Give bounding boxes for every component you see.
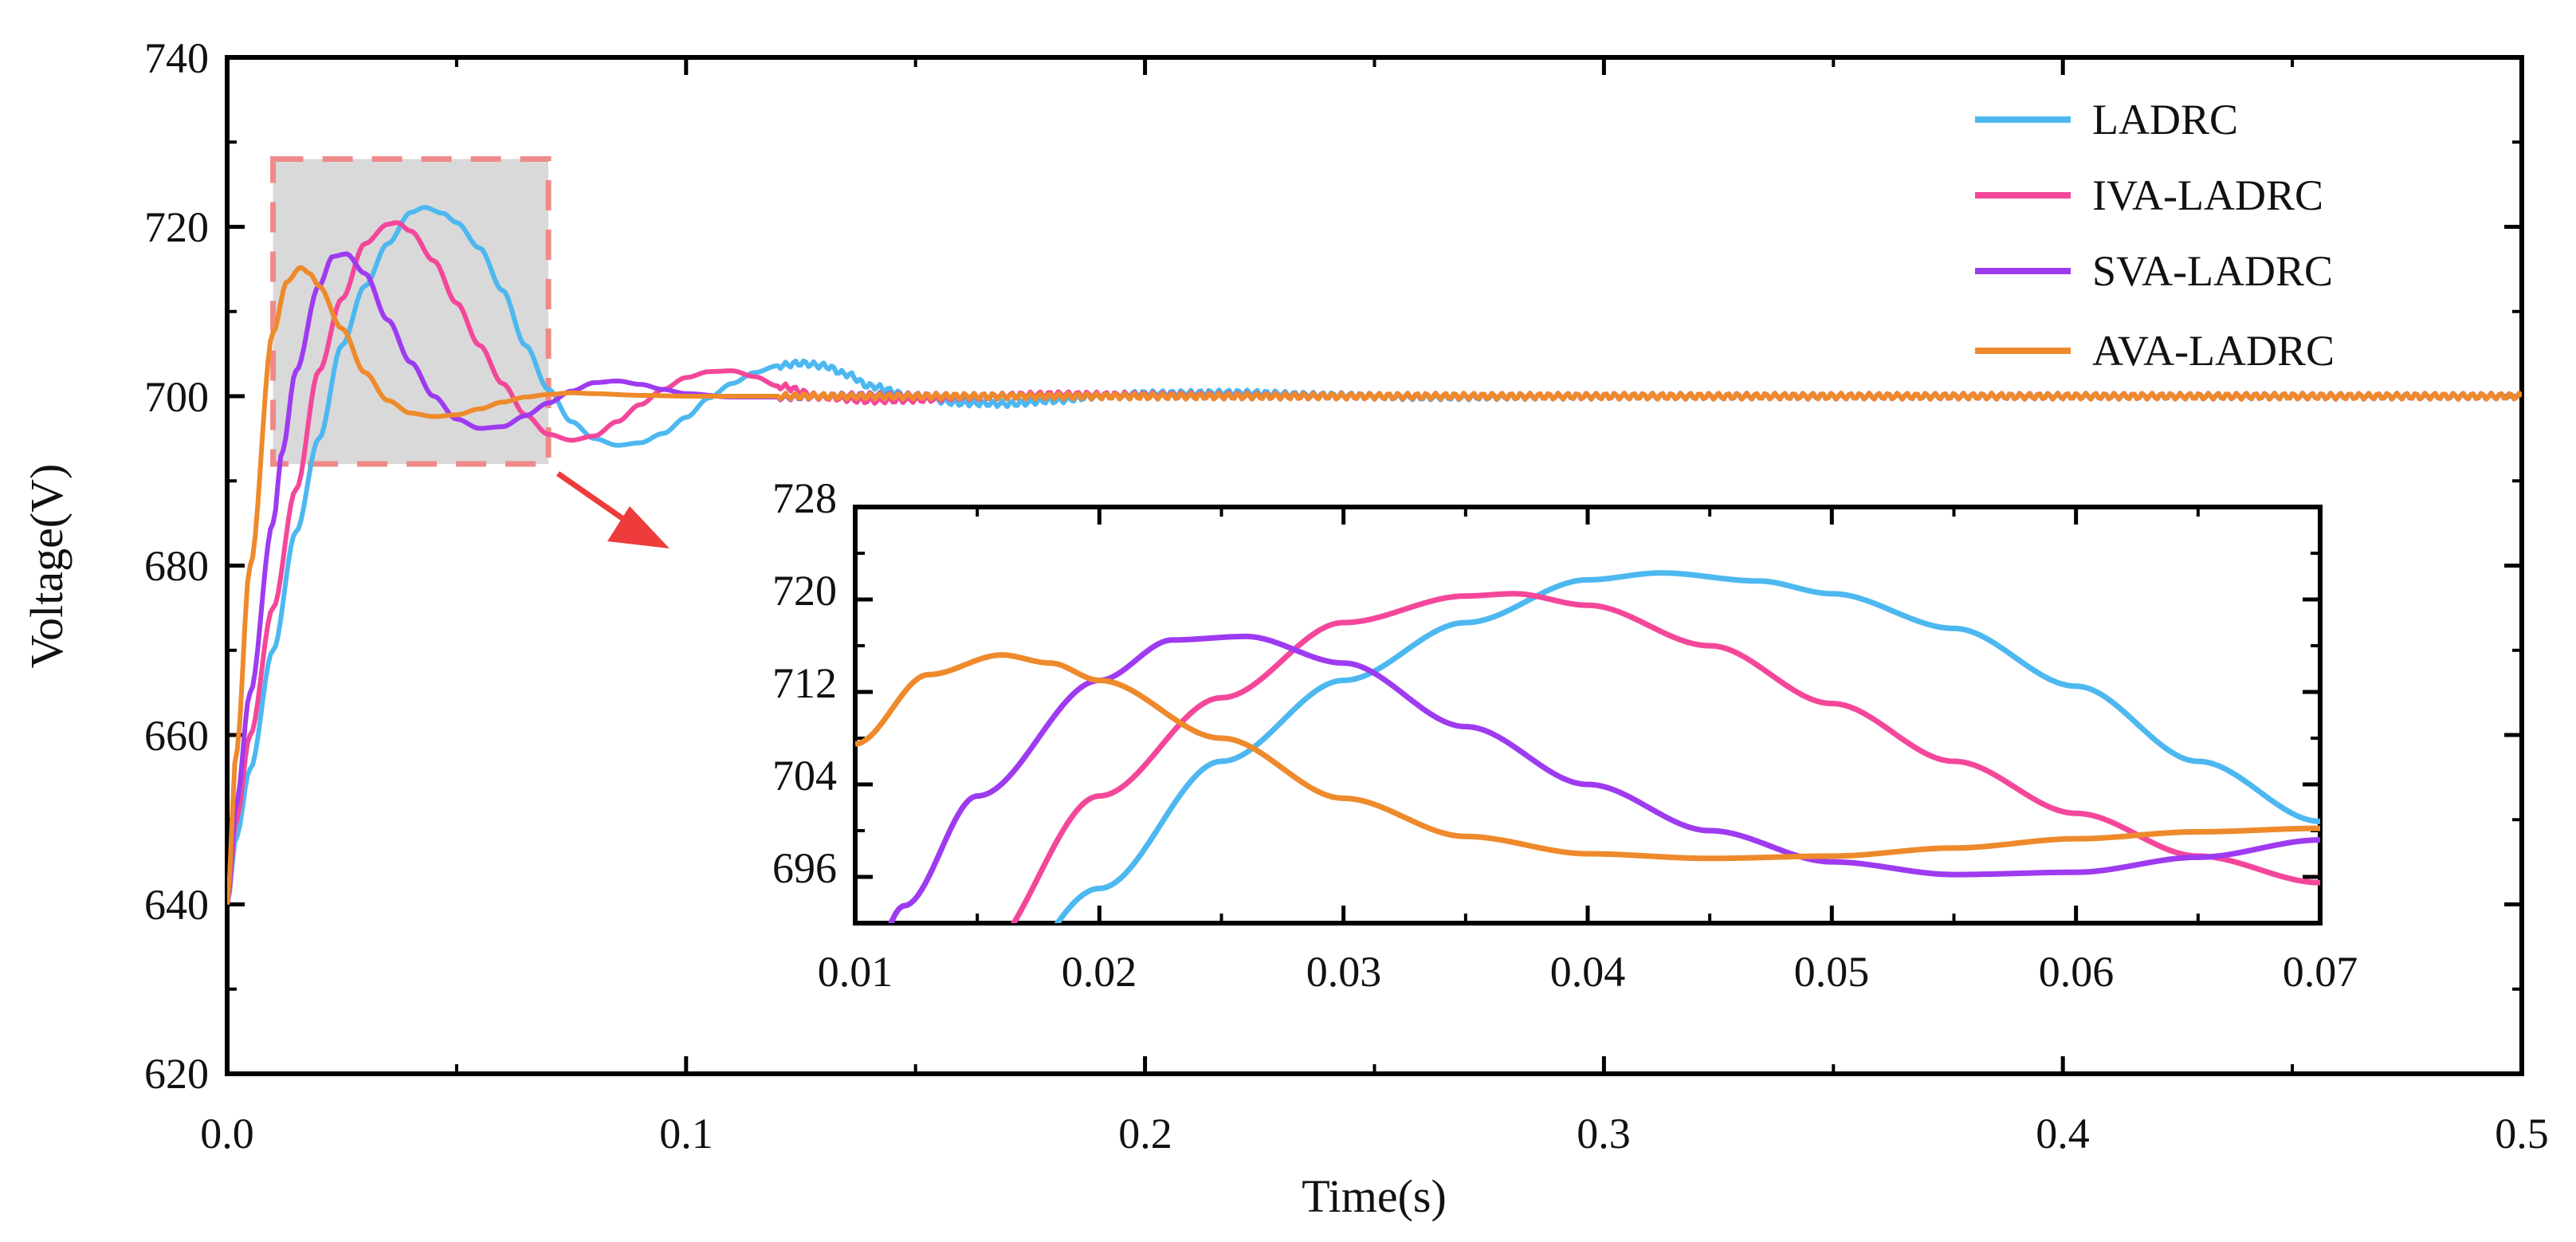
inset-series-line-ava-ladrc [855, 652, 2320, 862]
inset-y-tick-label: 696 [772, 844, 837, 892]
zoom-arrow-head [607, 506, 670, 548]
x-tick-label: 0.3 [1577, 1110, 1631, 1157]
y-tick-label: 660 [144, 712, 209, 760]
legend: LADRC IVA-LADRC SVA-LADRC AVA-LADRC [1975, 96, 2334, 375]
zoom-region-box [270, 156, 552, 467]
legend-label: SVA-LADRC [2092, 247, 2333, 295]
y-tick-label: 620 [144, 1050, 209, 1098]
inset-x-tick-label: 0.01 [818, 948, 893, 996]
y-tick-label: 680 [144, 542, 209, 590]
x-tick-label: 0.5 [2495, 1110, 2549, 1157]
series-line-ava-ladrc [227, 265, 2522, 905]
zoom-arrow-line [556, 471, 635, 529]
y-tick-labels: 620 640 660 680 700 720 740 [144, 34, 209, 1098]
inset-x-tick-label: 0.06 [2039, 948, 2115, 996]
inset-series-line-iva-ladrc [1010, 591, 2320, 923]
inset-x-tick-label: 0.05 [1794, 948, 1870, 996]
inset-x-tick-label: 0.03 [1306, 948, 1382, 996]
x-axis-title: Time(s) [1302, 1170, 1447, 1222]
inset-y-tick-label: 720 [772, 567, 837, 615]
inset-x-tick-label: 0.04 [1550, 948, 1626, 996]
x-tick-label: 0.4 [2036, 1110, 2090, 1157]
legend-label: LADRC [2092, 96, 2238, 143]
x-tick-label: 0.2 [1118, 1110, 1172, 1157]
inset-y-tick-label: 728 [772, 474, 837, 522]
x-tick-labels: 0.0 0.1 0.2 0.3 0.4 0.5 [200, 1110, 2549, 1157]
inset-y-tick-label: 704 [772, 752, 837, 800]
x-tick-label: 0.1 [659, 1110, 713, 1157]
main-axis-ticks [225, 55, 2524, 1076]
y-axis-title: Voltage(V) [21, 464, 73, 669]
y-tick-label: 740 [144, 34, 209, 82]
inset-series-group [855, 570, 2320, 923]
main-series-group [227, 205, 2522, 906]
x-tick-label: 0.0 [200, 1110, 254, 1157]
y-tick-label: 700 [144, 373, 209, 421]
legend-label: AVA-LADRC [2092, 327, 2334, 375]
zoom-arrow [556, 471, 670, 548]
inset-y-tick-labels: 696 704 712 720 728 [772, 474, 837, 892]
legend-label: IVA-LADRC [2092, 171, 2323, 219]
inset-x-tick-labels: 0.01 0.02 0.03 0.04 0.05 0.06 0.07 [818, 948, 2358, 996]
inset-axis-ticks [853, 505, 2323, 923]
inset-y-tick-label: 712 [772, 659, 837, 707]
y-tick-label: 640 [144, 881, 209, 929]
y-tick-label: 720 [144, 203, 209, 251]
inset-x-tick-label: 0.02 [1062, 948, 1137, 996]
inset-series-line-ladrc [1054, 570, 2320, 923]
inset-x-tick-label: 0.07 [2283, 948, 2358, 996]
inset-plot-area [853, 505, 2323, 926]
